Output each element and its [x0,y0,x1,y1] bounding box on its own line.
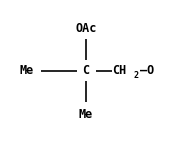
Text: OAc: OAc [75,22,97,35]
Text: 2: 2 [134,71,139,80]
Text: —O: —O [140,64,154,77]
Text: Me: Me [79,108,93,121]
Text: C: C [82,64,90,77]
Text: Me: Me [19,64,33,77]
Text: CH: CH [112,64,126,77]
